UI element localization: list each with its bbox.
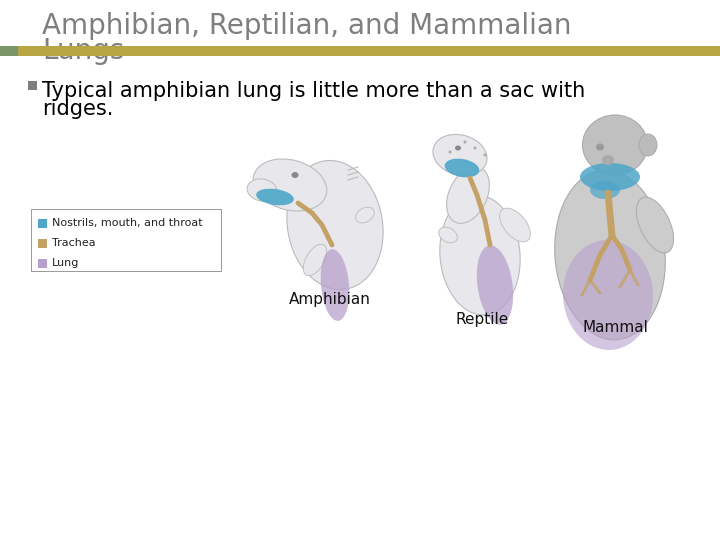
Ellipse shape [440,195,520,315]
Ellipse shape [477,245,513,325]
Ellipse shape [474,146,477,150]
Ellipse shape [287,160,383,289]
Text: Reptile: Reptile [455,312,508,327]
Ellipse shape [449,151,451,153]
Text: Trachea: Trachea [52,238,96,248]
Ellipse shape [256,188,294,205]
Ellipse shape [356,207,374,223]
Ellipse shape [292,172,299,178]
Ellipse shape [500,208,531,242]
Text: Typical amphibian lung is little more than a sac with: Typical amphibian lung is little more th… [42,81,585,101]
Bar [38,239,47,248]
Bar [0,46,18,56]
Ellipse shape [596,144,604,151]
Ellipse shape [320,249,349,321]
Ellipse shape [253,159,327,211]
Text: Mammal: Mammal [582,320,648,335]
Text: Lungs: Lungs [42,37,125,65]
Ellipse shape [438,227,457,243]
Bar [38,219,47,228]
FancyBboxPatch shape [31,209,221,271]
Ellipse shape [590,181,620,199]
Ellipse shape [582,115,647,175]
Ellipse shape [446,167,490,224]
Ellipse shape [636,197,674,253]
Text: ridges.: ridges. [42,99,113,119]
Ellipse shape [484,153,487,157]
Ellipse shape [445,159,480,177]
Bar [18,46,720,56]
Ellipse shape [247,179,277,201]
Ellipse shape [303,244,327,276]
Ellipse shape [554,170,665,340]
Text: Amphibian: Amphibian [289,292,371,307]
Ellipse shape [602,155,614,165]
Ellipse shape [455,145,461,151]
Ellipse shape [639,134,657,156]
Ellipse shape [580,163,640,191]
Bar [38,259,47,268]
Bar [28,80,37,90]
Text: Nostrils, mouth, and throat: Nostrils, mouth, and throat [52,218,202,228]
Ellipse shape [433,134,487,176]
Ellipse shape [464,140,467,144]
Text: Lung: Lung [52,258,79,268]
Ellipse shape [563,240,653,350]
Text: Amphibian, Reptilian, and Mammalian: Amphibian, Reptilian, and Mammalian [42,12,572,40]
